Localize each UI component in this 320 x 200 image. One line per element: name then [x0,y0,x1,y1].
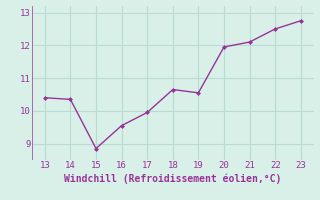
X-axis label: Windchill (Refroidissement éolien,°C): Windchill (Refroidissement éolien,°C) [64,173,282,184]
